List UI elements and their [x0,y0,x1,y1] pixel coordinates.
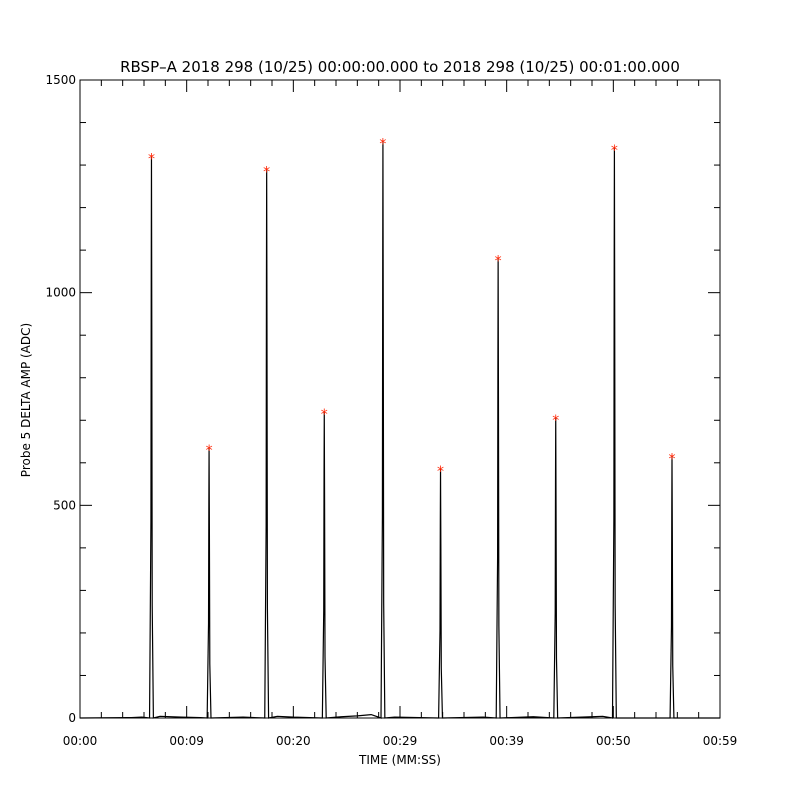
x-tick-label: 00:39 [489,734,524,748]
peak-marker: * [263,164,270,180]
y-tick-label: 500 [53,498,76,512]
x-tick-label: 00:09 [169,734,204,748]
x-tick-label: 00:00 [63,734,98,748]
peak-markers: * * * * * * * * * * [148,137,676,481]
series-line [79,141,720,719]
axis-ticks [79,79,721,719]
y-tick-label: 0 [68,711,76,725]
peak-marker: * [206,443,213,459]
series-layer [79,141,720,719]
peak-marker: * [552,413,559,429]
peak-marker: * [321,407,328,423]
chart-title: RBSP–A 2018 298 (10/25) 00:00:00.000 to … [120,58,680,76]
x-tick-label: 00:29 [383,734,418,748]
x-tick-label: 00:20 [276,734,311,748]
y-axis-label: Probe 5 DELTA AMP (ADC) [19,323,33,477]
y-tick-label: 1500 [45,73,76,87]
peak-marker: * [148,152,155,168]
x-tick-label: 00:50 [596,734,631,748]
x-axis-label: TIME (MM:SS) [358,753,441,767]
plot-frame [79,79,721,719]
peak-marker: * [379,137,386,153]
tick-labels: 00:00 00:09 00:20 00:29 00:39 00:50 00:59 0 500 1… [45,73,737,748]
peak-marker: * [437,464,444,480]
x-tick-label: 00:59 [703,734,738,748]
peak-marker: * [611,143,618,159]
peak-marker: * [669,451,676,467]
y-tick-label: 1000 [45,286,76,300]
peak-marker: * [495,254,502,270]
